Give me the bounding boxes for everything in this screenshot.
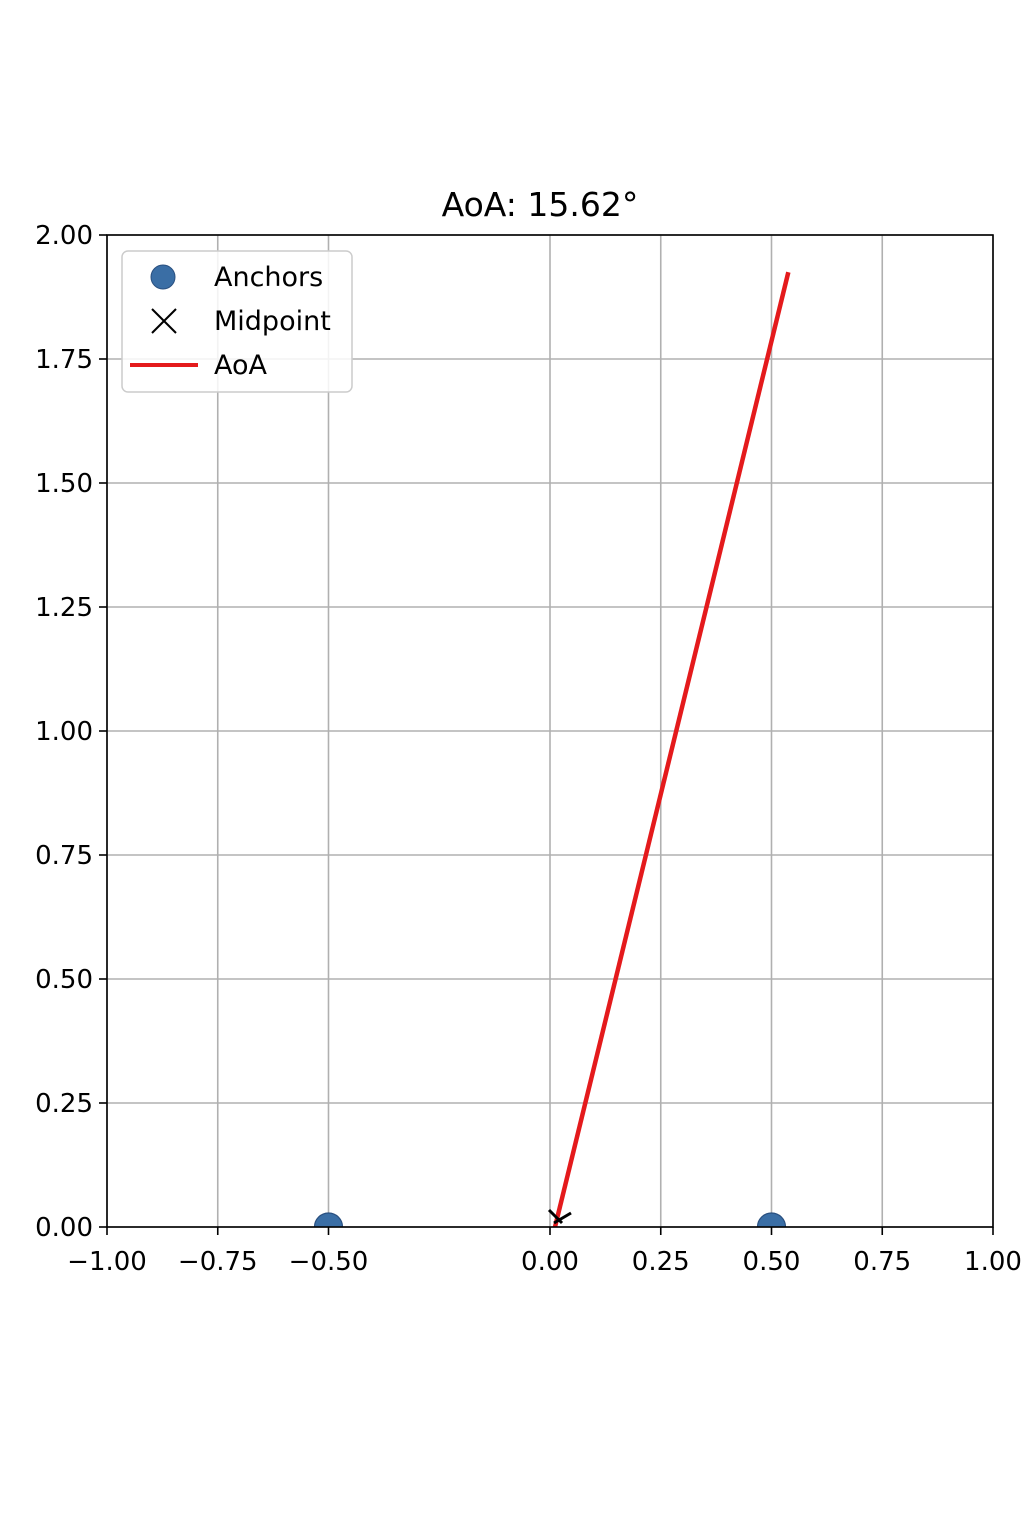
axis-ticks: −1.00 −0.75 −0.50 0.00 0.25 0.50 0.75 1.00 0.00 0… [35,221,1022,1277]
legend-anchors-marker [150,264,176,290]
y-tick-label: 0.75 [35,841,93,871]
chart-title: AoA: 15.62° [442,185,639,224]
y-tick-label: 2.00 [35,221,93,251]
x-tick-label: −1.00 [67,1247,147,1277]
y-tick-label: 0.50 [35,965,93,995]
x-tick-label: 0.75 [853,1247,911,1277]
midpoint-marker [547,1208,572,1225]
x-tick-label: −0.50 [289,1247,369,1277]
plot-series [313,271,791,1227]
y-tick-label: 1.00 [35,717,93,747]
legend-aoa-label: AoA [214,350,268,381]
x-tick-label: 1.00 [964,1247,1022,1277]
midpoint-stroke [553,1211,572,1225]
legend-anchors-label: Anchors [214,262,323,293]
legend-midpoint-label: Midpoint [214,306,331,337]
anchor-point [756,1212,787,1227]
y-tick-label: 1.25 [35,593,93,623]
y-tick-label: 1.75 [35,345,93,375]
x-tick-label: −0.75 [178,1247,258,1277]
x-tick-label: 0.50 [743,1247,801,1277]
y-tick-label: 0.00 [35,1213,93,1243]
y-tick-label: 0.25 [35,1089,93,1119]
legend: Anchors Midpoint AoA [121,250,353,393]
x-tick-label: 0.25 [632,1247,690,1277]
legend-box [121,250,353,393]
x-tick-label: 0.00 [521,1247,579,1277]
anchor-point [313,1212,344,1227]
legend-midpoint-marker [151,308,177,334]
y-tick-label: 1.50 [35,469,93,499]
aoa-line [552,271,791,1227]
